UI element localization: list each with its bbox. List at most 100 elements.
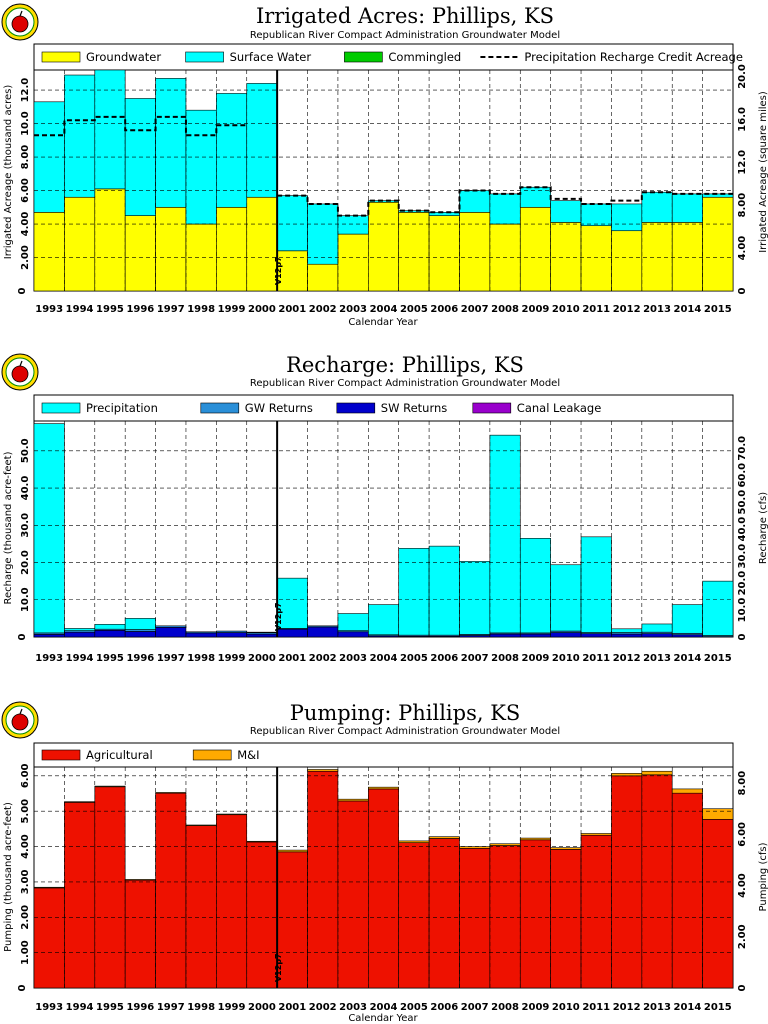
chart3-xtick-label: 1997 <box>157 1002 185 1013</box>
chart3-xtick-label: 2009 <box>522 1002 550 1013</box>
chart2-bar-gw-returns-1998 <box>185 631 217 634</box>
chart3-ytick-label: 2.00 <box>20 905 31 930</box>
chart1-bar-surface-water-2010 <box>550 200 582 223</box>
chart3-bar-agricultural-2010 <box>550 849 582 989</box>
chart3-legend-label: M&I <box>237 748 259 762</box>
chart2-y2tick-label: 10.0 <box>737 598 748 623</box>
apple-logo-icon <box>1 3 39 41</box>
chart1-bar-groundwater-1993 <box>33 212 65 292</box>
chart3-bar-agricultural-1997 <box>155 792 187 989</box>
chart2-bar-precipitation-2005 <box>398 548 430 636</box>
chart1-xtick-label: 1998 <box>187 304 215 315</box>
chart3-xtick-label: 2012 <box>613 1002 641 1013</box>
chart1-version-label: V12p7 <box>274 256 283 285</box>
chart1-y2tick-label: 8.00 <box>737 193 748 218</box>
chart2-legend-label: SW Returns <box>381 401 447 415</box>
chart2-xtick-label: 2005 <box>400 653 428 664</box>
chart3-bar-agricultural-1993 <box>33 887 65 989</box>
chart2-bar-precipitation-1994 <box>64 628 96 631</box>
chart3-ytick-label: 1.00 <box>20 940 31 965</box>
chart3-bar-m-i-2004 <box>368 786 399 790</box>
chart3-bar-agricultural-1994 <box>64 802 96 989</box>
chart1-bar-surface-water-2003 <box>337 215 369 235</box>
chart1-xtick-label: 2000 <box>248 304 276 315</box>
chart3-bar-m-i-2003 <box>337 798 369 802</box>
chart3-xtick-label: 2003 <box>339 1002 367 1013</box>
chart1-bar-groundwater-2014 <box>671 222 703 292</box>
chart2-frame <box>33 394 734 638</box>
chart1-bar-groundwater-2007 <box>459 212 491 292</box>
chart2-y2tick-label: 20.0 <box>737 571 748 596</box>
chart1-bar-groundwater-2015 <box>702 196 734 292</box>
chart3-bar-agricultural-2011 <box>580 834 612 989</box>
chart3-bar-agricultural-1999 <box>216 814 248 989</box>
chart1-bar-surface-water-2000 <box>246 83 278 198</box>
chart3-xtick-label: 2013 <box>643 1002 671 1013</box>
chart3-xtick-label: 2006 <box>430 1002 458 1013</box>
chart2-xtick-label: 1998 <box>187 653 215 664</box>
chart2-bar-sw-returns-2008 <box>489 633 521 638</box>
chart1-bar-surface-water-1999 <box>216 93 248 208</box>
chart3-subtitle: Republican River Compact Administration … <box>250 726 560 737</box>
chart2-legend-label: Canal Leakage <box>517 401 601 415</box>
chart3-bar-agricultural-2009 <box>519 839 551 989</box>
chart1-bar-groundwater-2004 <box>368 201 399 292</box>
chart3-legend-swatch <box>41 749 81 761</box>
chart3-y2tick-label: 8.00 <box>737 771 748 796</box>
chart3-bar-m-i-1997 <box>155 792 187 794</box>
chart3-title: Pumping: Phillips, KS <box>290 701 521 725</box>
chart3-xtick-label: 2008 <box>491 1002 519 1013</box>
chart1-bar-groundwater-2002 <box>307 263 339 292</box>
chart2-ylabel: Recharge (thousand acre-feet) <box>3 451 14 604</box>
chart1-bar-surface-water-1997 <box>155 78 187 208</box>
chart1-y2tick-label: 12.0 <box>737 150 748 175</box>
chart2-bar-sw-returns-2000 <box>246 633 278 638</box>
chart2-xtick-label: 1999 <box>218 653 246 664</box>
chart1-xtick-label: 1997 <box>157 304 185 315</box>
chart1-ytick-label: 0 <box>17 287 28 294</box>
chart3-xtick-label: 2010 <box>552 1002 580 1013</box>
chart2-bar-sw-returns-1998 <box>185 632 217 638</box>
chart2-bar-precipitation-2011 <box>580 536 612 633</box>
chart3-bar-m-i-1994 <box>64 801 96 803</box>
chart2-xtick-label: 2012 <box>613 653 641 664</box>
chart2-bar-precipitation-2014 <box>671 604 703 634</box>
chart1-ylabel: Irrigated Acreage (thousand acres) <box>3 85 14 260</box>
chart1-xtick-label: 2002 <box>309 304 337 315</box>
chart3-bar-agricultural-1998 <box>185 825 217 989</box>
chart3-bar-m-i-2015 <box>702 808 734 820</box>
chart3-bar-m-i-2002 <box>307 769 339 772</box>
chart3-xtick-label: 2004 <box>370 1002 398 1013</box>
chart2-bar-precipitation-2013 <box>641 623 673 633</box>
chart3-bar-m-i-2011 <box>580 833 612 836</box>
chart3-bar-agricultural-2001 <box>276 851 308 989</box>
chart3-xtick-label: 1994 <box>66 1002 94 1013</box>
chart2-ytick-label: 30.0 <box>20 513 31 538</box>
chart3-bar-m-i-2013 <box>641 770 673 776</box>
chart3-bar-agricultural-2006 <box>428 838 460 989</box>
chart1-ytick-label: 10.0 <box>20 111 31 136</box>
chart2-y2tick-label: 70.0 <box>737 436 748 461</box>
apple-logo-icon <box>1 353 39 391</box>
chart1-subtitle: Republican River Compact Administration … <box>250 30 560 41</box>
chart1-legend-label: Surface Water <box>230 50 312 64</box>
chart3-bar-m-i-2012 <box>611 773 643 777</box>
chart3-xtick-label: 2015 <box>704 1002 732 1013</box>
chart2-bar-sw-returns-2003 <box>337 631 369 638</box>
chart3-bar-agricultural-2013 <box>641 774 673 989</box>
chart3-bar-m-i-2008 <box>489 843 521 846</box>
chart2-bar-sw-returns-1995 <box>94 629 126 638</box>
chart1-bar-groundwater-1999 <box>216 206 248 292</box>
chart1-bar-groundwater-2009 <box>519 206 551 292</box>
chart1-legend-swatch <box>41 51 81 63</box>
chart2-bar-gw-returns-1999 <box>216 630 248 633</box>
chart1-bar-surface-water-2014 <box>671 193 703 223</box>
chart1-xtick-label: 2014 <box>673 304 701 315</box>
chart3-bar-m-i-2006 <box>428 836 460 839</box>
chart2-legend-label: Precipitation <box>86 401 158 415</box>
chart1-ytick-label: 4.00 <box>20 212 31 237</box>
chart2-y2tick-label: 30.0 <box>737 544 748 569</box>
chart1-bar-surface-water-1998 <box>185 109 217 225</box>
chart3-version-label: V12p7 <box>274 953 283 982</box>
chart2-xtick-label: 1997 <box>157 653 185 664</box>
